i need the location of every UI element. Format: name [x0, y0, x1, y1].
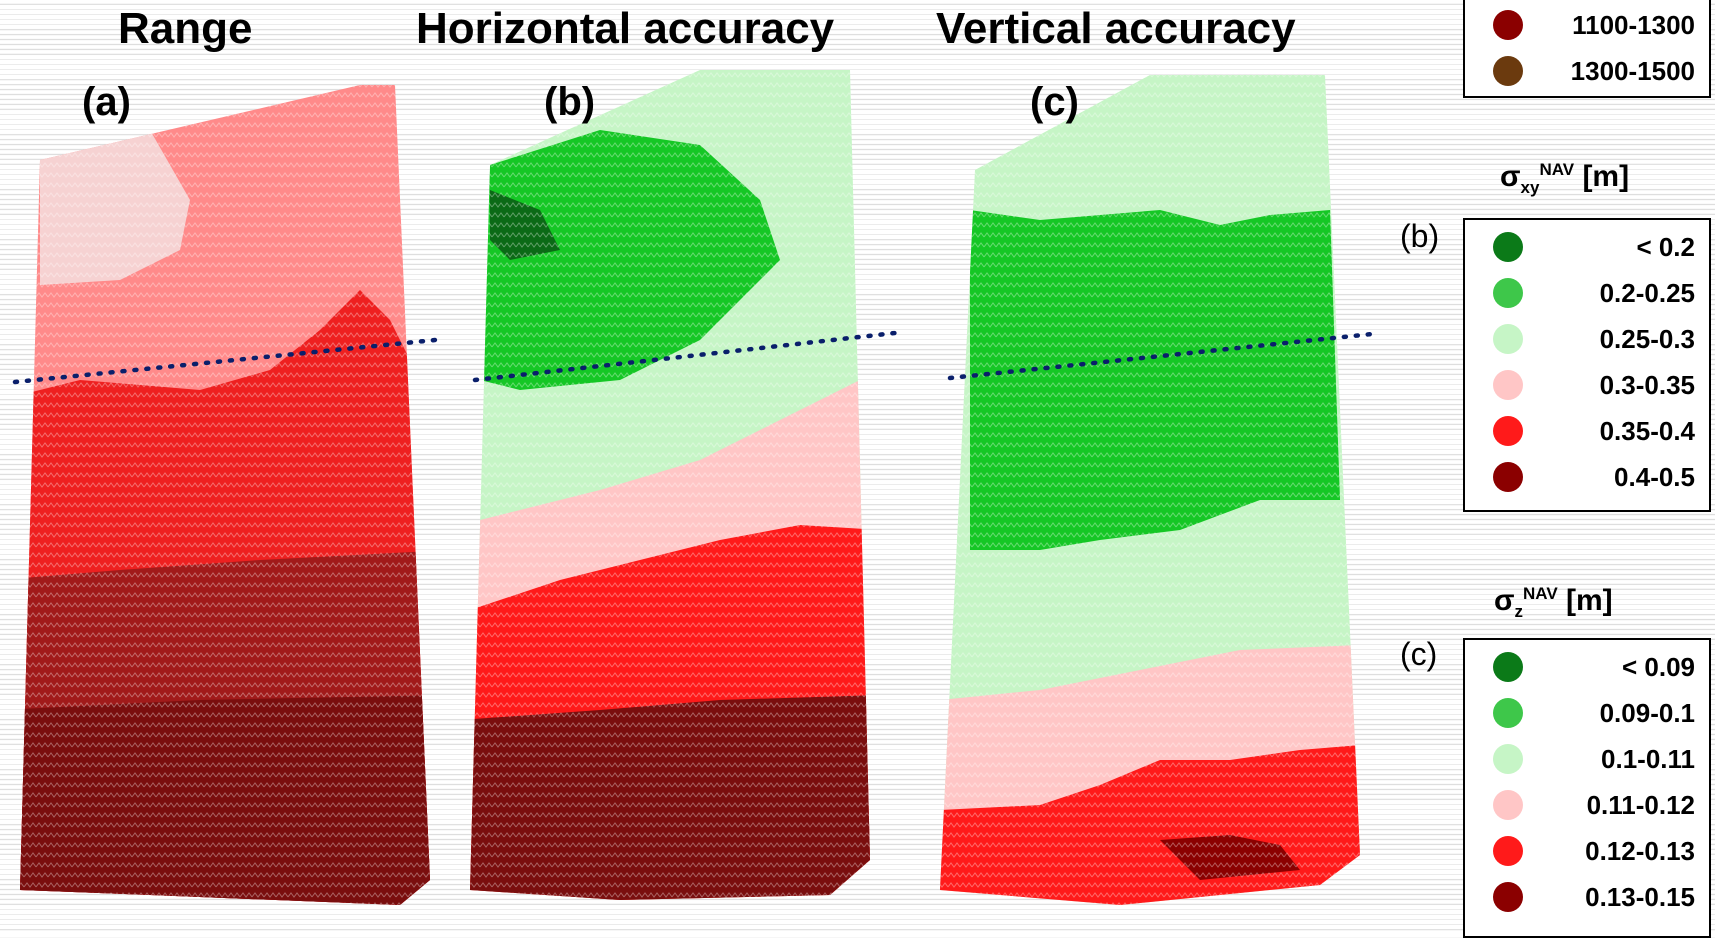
legend-label: 0.11-0.12 — [1586, 790, 1695, 820]
sigma-superscript: NAV — [1523, 584, 1558, 603]
legend-swatch — [1493, 698, 1523, 728]
panel-a-point-cloud — [20, 85, 430, 905]
panel-c-point-cloud — [940, 75, 1360, 905]
legend-swatch — [1493, 462, 1523, 492]
legend-swatch — [1493, 836, 1523, 866]
sigma-xy-legend: < 0.2 0.2-0.25 0.25-0.3 0.3-0.35 0.35-0.… — [1463, 218, 1711, 512]
legend-item: 0.25-0.3 — [1465, 316, 1709, 362]
panel-a-title: Range — [118, 4, 253, 53]
unit-label: [m] — [1582, 160, 1630, 193]
range-legend: 1100-1300 1300-1500 — [1463, 0, 1711, 98]
legend-item: 1300-1500 — [1465, 48, 1709, 94]
sigma-superscript: NAV — [1539, 160, 1575, 179]
panel-c-label: (c) — [1030, 80, 1079, 124]
legend-swatch — [1493, 278, 1523, 308]
legend-label: 0.35-0.4 — [1599, 416, 1695, 446]
panel-b-track-line — [472, 330, 898, 383]
legend-label: < 0.2 — [1636, 232, 1695, 262]
panel-a-track-line — [12, 337, 438, 385]
legend-item: 0.4-0.5 — [1465, 454, 1709, 500]
legend-item: 0.11-0.12 — [1465, 782, 1709, 828]
legend-swatch — [1493, 652, 1523, 682]
legend-swatch — [1493, 744, 1523, 774]
legend-label: 0.3-0.35 — [1599, 370, 1695, 400]
legend-c-side-label: (c) — [1400, 636, 1438, 672]
legend-swatch — [1493, 324, 1523, 354]
legend-label: 1100-1300 — [1572, 10, 1695, 40]
legend-item: 0.13-0.15 — [1465, 874, 1709, 920]
sigma-symbol: σ — [1494, 584, 1515, 617]
legend-swatch — [1493, 232, 1523, 262]
unit-label: [m] — [1566, 584, 1613, 617]
legend-item: 0.12-0.13 — [1465, 828, 1709, 874]
sigma-subscript: xy — [1520, 178, 1540, 197]
legend-label: 0.25-0.3 — [1599, 324, 1695, 354]
panel-b-title: Horizontal accuracy — [416, 4, 835, 53]
legend-item: 0.09-0.1 — [1465, 690, 1709, 736]
legend-label: 0.4-0.5 — [1614, 462, 1695, 492]
legend-item: < 0.2 — [1465, 224, 1709, 270]
point-cloud-figure — [12, 70, 1375, 905]
legend-swatch — [1493, 370, 1523, 400]
legend-item: 1100-1300 — [1465, 2, 1709, 48]
sigma-subscript: z — [1514, 602, 1524, 621]
legend-item: 0.3-0.35 — [1465, 362, 1709, 408]
legend-label: < 0.09 — [1621, 652, 1695, 682]
panel-a-label: (a) — [82, 80, 131, 124]
legend-label: 1300-1500 — [1570, 56, 1695, 86]
legend-label: 0.1-0.11 — [1601, 744, 1695, 774]
legend-item: 0.2-0.25 — [1465, 270, 1709, 316]
legend-item: < 0.09 — [1465, 644, 1709, 690]
panel-b-point-cloud — [470, 70, 870, 900]
legend-label: 0.13-0.15 — [1585, 882, 1695, 912]
legend-swatch — [1493, 416, 1523, 446]
panel-c-title: Vertical accuracy — [936, 4, 1296, 53]
legend-label: 0.12-0.13 — [1585, 836, 1695, 866]
legend-label: 0.2-0.25 — [1599, 278, 1695, 308]
panel-c-track-line — [947, 331, 1375, 381]
legend-swatch — [1493, 10, 1523, 40]
sigma-xy-legend-title: σxyNAV [m] — [1500, 160, 1629, 198]
legend-b-side-label: (b) — [1400, 218, 1440, 254]
panel-b-label: (b) — [544, 80, 596, 124]
legend-swatch — [1493, 56, 1523, 86]
sigma-z-legend: < 0.09 0.09-0.1 0.1-0.11 0.11-0.12 0.12-… — [1463, 638, 1711, 938]
legend-item: 0.1-0.11 — [1465, 736, 1709, 782]
legend-label: 0.09-0.1 — [1599, 698, 1695, 728]
sigma-symbol: σ — [1500, 160, 1521, 193]
legend-swatch — [1493, 790, 1523, 820]
legend-swatch — [1493, 882, 1523, 912]
legend-item: 0.35-0.4 — [1465, 408, 1709, 454]
sigma-z-legend-title: σzNAV [m] — [1494, 584, 1613, 622]
